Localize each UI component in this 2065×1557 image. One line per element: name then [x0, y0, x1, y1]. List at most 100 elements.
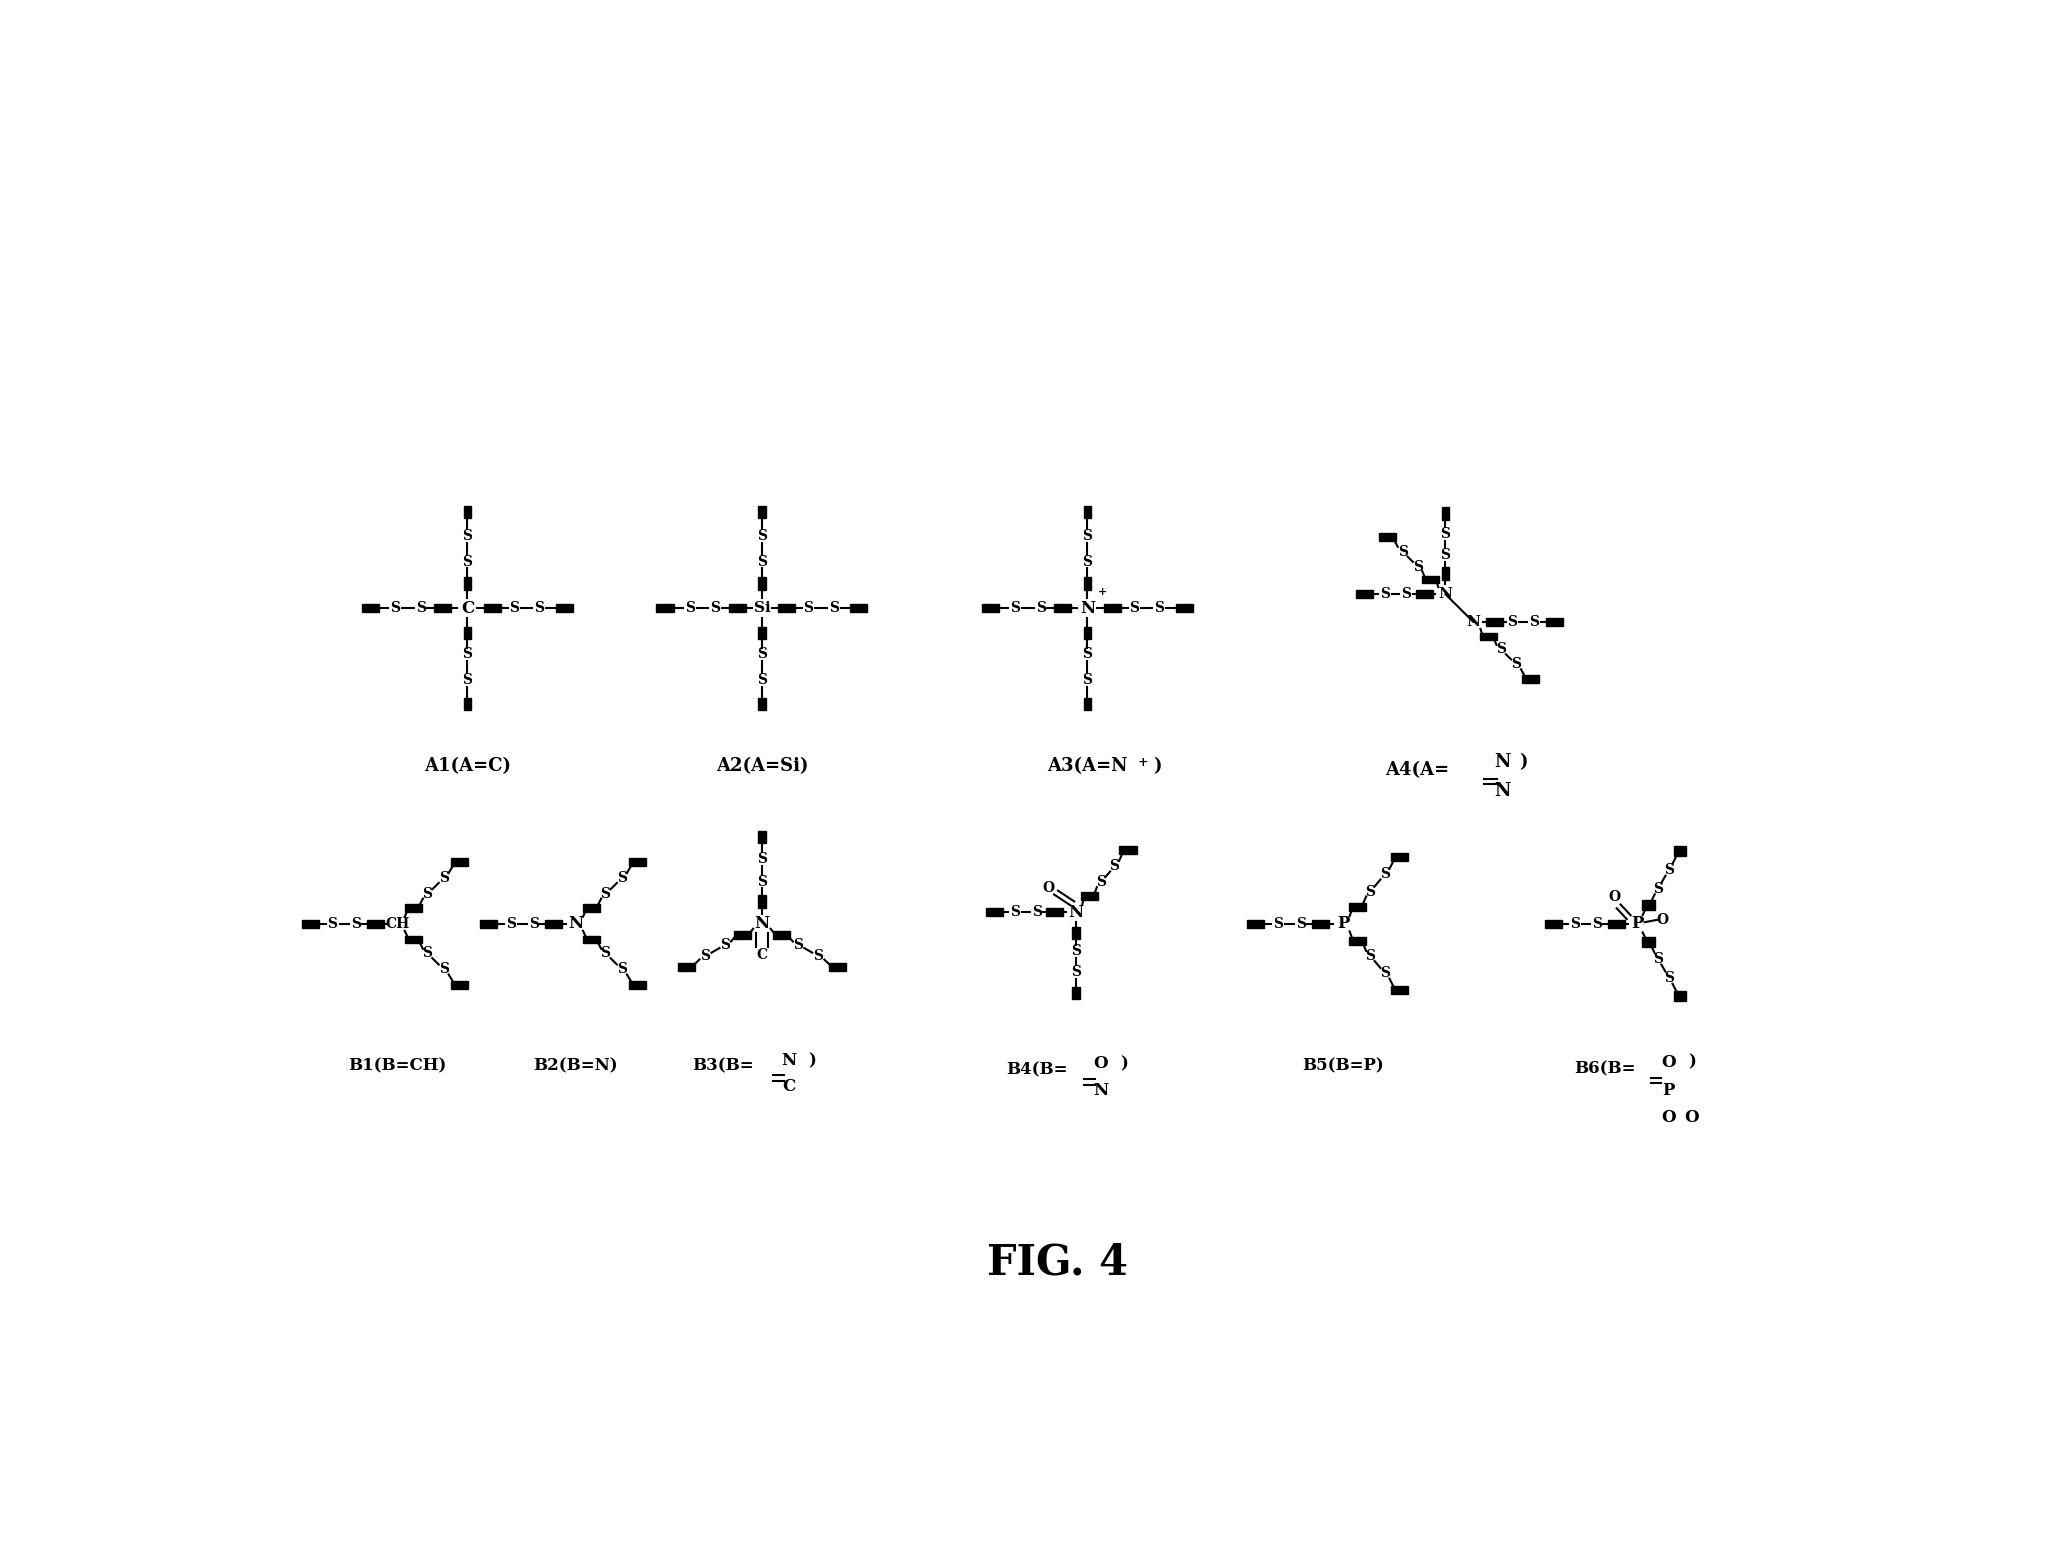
Text: O: O [1043, 881, 1055, 895]
Text: ): ) [807, 1053, 816, 1070]
Text: S: S [506, 917, 516, 931]
Text: S: S [1010, 601, 1020, 615]
Text: S: S [1010, 905, 1020, 919]
Text: S: S [1664, 863, 1675, 877]
Text: N: N [1466, 615, 1481, 629]
Text: S: S [1569, 917, 1580, 931]
Bar [758, 698, 766, 710]
Bar [463, 506, 471, 518]
Bar [1673, 845, 1685, 856]
Bar [463, 626, 471, 638]
Bar [405, 905, 421, 912]
Text: S: S [438, 962, 448, 976]
Text: S: S [1272, 917, 1282, 931]
Bar [1080, 892, 1099, 900]
Text: C: C [460, 599, 475, 617]
Text: S: S [1154, 601, 1165, 615]
Text: S: S [1528, 615, 1538, 629]
Bar [1607, 920, 1625, 928]
Text: S: S [390, 601, 401, 615]
Bar [479, 920, 498, 928]
Bar [1485, 618, 1503, 626]
Bar [630, 981, 646, 989]
Text: S: S [1072, 944, 1080, 958]
Bar [463, 698, 471, 710]
Text: S: S [721, 937, 731, 951]
Text: S: S [793, 937, 803, 951]
Bar [582, 936, 601, 944]
Text: S: S [1082, 529, 1092, 543]
Bar [450, 981, 469, 989]
Text: S: S [617, 962, 628, 976]
Bar [1392, 853, 1408, 861]
Bar [657, 604, 673, 612]
Text: B6(B=: B6(B= [1574, 1060, 1635, 1077]
Text: O: O [1662, 1054, 1677, 1071]
Text: S: S [463, 673, 473, 687]
Text: N: N [568, 916, 584, 933]
Text: N: N [1493, 782, 1510, 800]
Text: N: N [1493, 754, 1510, 771]
Text: CH: CH [386, 917, 409, 931]
Text: ): ) [1119, 1056, 1127, 1073]
Bar [630, 858, 646, 866]
Text: S: S [1507, 615, 1518, 629]
Text: S: S [351, 917, 361, 931]
Bar [1084, 578, 1090, 590]
Bar [779, 604, 795, 612]
Text: N: N [1068, 903, 1084, 920]
Bar [1642, 900, 1654, 911]
Bar [1441, 508, 1450, 520]
Bar [1348, 937, 1367, 945]
Text: S: S [1082, 554, 1092, 568]
Bar [983, 604, 999, 612]
Bar [985, 908, 1004, 916]
Bar [1053, 604, 1072, 612]
Text: S: S [1664, 970, 1675, 984]
Text: S: S [758, 875, 766, 889]
Text: S: S [758, 529, 766, 543]
Bar [1417, 590, 1433, 598]
Text: C: C [783, 1079, 795, 1096]
Text: A2(A=Si): A2(A=Si) [717, 757, 807, 775]
Text: S: S [1652, 951, 1662, 965]
Bar [758, 626, 766, 638]
Bar [1547, 618, 1563, 626]
Text: N: N [1080, 599, 1094, 617]
Text: C: C [756, 948, 768, 962]
Text: S: S [828, 601, 838, 615]
Bar [1103, 604, 1121, 612]
Bar [1423, 576, 1439, 584]
Bar [1441, 567, 1450, 579]
Bar [772, 931, 789, 939]
Text: O: O [1092, 1056, 1107, 1073]
Text: FIG. 4: FIG. 4 [987, 1241, 1127, 1283]
Text: B5(B=P): B5(B=P) [1303, 1057, 1384, 1074]
Text: S: S [1082, 673, 1092, 687]
Bar [1642, 937, 1654, 947]
Bar [555, 604, 572, 612]
Text: S: S [1297, 917, 1307, 931]
Bar [1072, 926, 1080, 939]
Text: N: N [754, 916, 770, 933]
Bar [758, 578, 766, 590]
Text: B4(B=: B4(B= [1006, 1062, 1068, 1079]
Text: A1(A=C): A1(A=C) [423, 757, 510, 775]
Text: P: P [1631, 916, 1644, 933]
Bar [1084, 698, 1090, 710]
Text: S: S [1441, 548, 1450, 562]
Bar [1522, 676, 1538, 684]
Text: S: S [617, 870, 628, 884]
Text: S: S [1402, 587, 1410, 601]
Text: S: S [415, 601, 425, 615]
Text: S: S [1082, 648, 1092, 662]
Bar [1047, 908, 1063, 916]
Text: S: S [758, 554, 766, 568]
Bar [729, 604, 745, 612]
Text: S: S [1379, 967, 1390, 981]
Text: S: S [1365, 948, 1375, 962]
Bar [1084, 506, 1090, 518]
Text: S: S [814, 950, 824, 964]
Bar [1311, 920, 1330, 928]
Bar [1084, 626, 1090, 638]
